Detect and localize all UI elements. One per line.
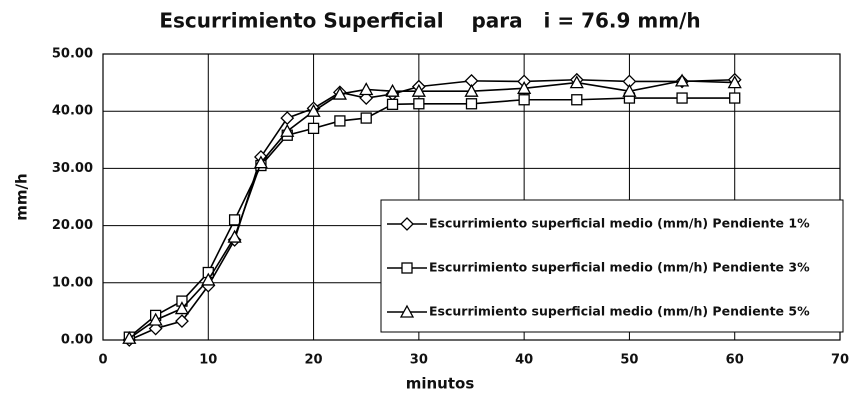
marker xyxy=(465,98,478,110)
marker xyxy=(518,94,530,106)
marker xyxy=(622,83,637,97)
legend-box xyxy=(380,199,844,333)
plot-frame xyxy=(102,53,841,341)
marker xyxy=(306,103,321,117)
chart-title: Escurrimiento Superficial para i = 76.9 … xyxy=(159,9,700,33)
legend-label: Escurrimiento superficial medio (mm/h) P… xyxy=(429,260,810,275)
x-tick-label: 20 xyxy=(305,353,323,368)
marker xyxy=(280,123,295,137)
y-tick-label: 40.00 xyxy=(52,104,93,119)
y-tick-label: 20.00 xyxy=(52,218,93,233)
x-axis-label: minutos xyxy=(406,375,475,393)
y-tick-label: 30.00 xyxy=(52,161,93,176)
legend-label: Escurrimiento superficial medio (mm/h) P… xyxy=(429,304,810,319)
marker xyxy=(253,155,269,169)
marker xyxy=(676,92,688,104)
marker xyxy=(201,272,216,286)
marker xyxy=(464,83,479,97)
marker xyxy=(332,86,347,100)
marker xyxy=(674,73,690,87)
marker xyxy=(729,92,741,104)
x-tick-label: 40 xyxy=(515,353,533,368)
marker xyxy=(413,98,425,110)
marker xyxy=(334,115,346,127)
marker xyxy=(517,80,532,94)
y-axis-label: mm/h xyxy=(13,173,31,220)
x-tick-label: 10 xyxy=(199,353,217,368)
x-tick-label: 60 xyxy=(726,353,744,368)
marker xyxy=(148,312,163,326)
marker xyxy=(359,82,374,96)
x-tick-label: 30 xyxy=(410,353,428,368)
marker xyxy=(122,330,137,344)
marker xyxy=(400,217,414,231)
marker xyxy=(280,111,295,125)
marker xyxy=(569,75,584,89)
marker xyxy=(385,83,400,97)
marker xyxy=(399,304,415,318)
series-line xyxy=(129,78,735,341)
y-tick-label: 10.00 xyxy=(52,275,93,290)
marker xyxy=(227,229,242,243)
x-tick-label: 50 xyxy=(620,353,638,368)
y-tick-label: 50.00 xyxy=(52,47,93,62)
marker xyxy=(401,262,413,274)
marker xyxy=(571,94,583,106)
x-tick-label: 0 xyxy=(98,353,107,368)
marker xyxy=(360,112,372,124)
x-tick-label: 70 xyxy=(831,353,849,368)
marker xyxy=(307,122,320,135)
marker xyxy=(228,214,241,226)
marker xyxy=(411,83,426,97)
marker xyxy=(174,301,190,315)
marker xyxy=(386,98,399,110)
legend-label: Escurrimiento superficial medio (mm/h) P… xyxy=(429,216,810,231)
marker xyxy=(727,75,742,89)
marker xyxy=(175,314,189,329)
y-tick-label: 0.00 xyxy=(61,333,93,348)
